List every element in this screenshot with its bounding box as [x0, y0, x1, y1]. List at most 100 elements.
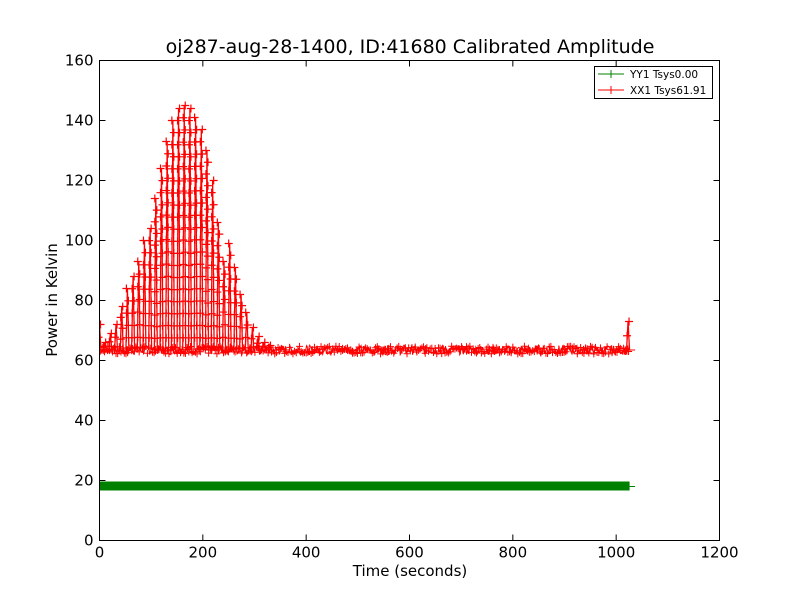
- xx1-point: [181, 150, 190, 159]
- xx1-point: [135, 270, 144, 279]
- xx1-point: [101, 338, 110, 347]
- xx1-point: [585, 349, 593, 357]
- xx1-point: [620, 344, 628, 352]
- xx1-point: [162, 260, 171, 269]
- xx1-point: [158, 200, 167, 209]
- xx1-point: [201, 310, 210, 319]
- xx1-point: [453, 344, 461, 352]
- xx1-point: [145, 260, 154, 269]
- xx1-point: [238, 323, 247, 332]
- xx1-point: [162, 211, 171, 220]
- xx1-point: [120, 349, 128, 357]
- xx1-point: [272, 349, 280, 357]
- xx1-point: [363, 345, 371, 353]
- xx1-point: [215, 322, 224, 331]
- xx1-point: [375, 345, 383, 353]
- xx1-point: [122, 350, 130, 358]
- xx1-point: [406, 347, 414, 355]
- xx1-scan: [244, 312, 249, 351]
- xx1-scan: [227, 243, 232, 351]
- x-tick-label: 800: [499, 544, 528, 562]
- legend-label-yy1: YY1 Tsys0.00: [629, 69, 698, 81]
- xx1-point: [184, 237, 193, 246]
- xx1-point: [135, 348, 143, 356]
- xx1-point: [238, 301, 247, 310]
- xx1-point: [213, 241, 222, 250]
- y-tick-label: 120: [65, 172, 94, 190]
- xx1-point: [562, 348, 570, 356]
- xx1-point: [156, 237, 165, 246]
- xx1-point: [152, 229, 161, 238]
- xx1-point: [173, 164, 182, 173]
- xx1-point: [173, 261, 182, 270]
- y-tick-label: 0: [84, 532, 94, 550]
- xx1-point: [128, 309, 137, 318]
- xx1-point: [209, 176, 218, 185]
- xx1-point: [99, 336, 103, 338]
- xx1-point: [492, 344, 500, 352]
- xx1-point: [184, 140, 193, 149]
- xx1-point: [179, 284, 188, 293]
- xx1-point: [191, 348, 199, 356]
- xx1-point: [173, 237, 182, 246]
- xx1-point: [224, 239, 233, 248]
- xx1-point: [175, 152, 184, 161]
- xx1-point: [506, 348, 514, 356]
- xx1-point: [390, 349, 398, 357]
- xx1-point: [203, 342, 211, 350]
- xx1-point: [152, 276, 161, 285]
- y-axis-label: Power in Kelvin: [43, 243, 61, 357]
- xx1-point: [107, 329, 116, 338]
- xx1-point: [209, 273, 218, 282]
- y-tick-label: 20: [74, 472, 93, 490]
- xx1-point: [132, 343, 140, 351]
- xx1-point: [213, 218, 222, 227]
- xx1-point: [266, 341, 275, 350]
- xx1-point: [529, 347, 537, 355]
- xx1-point: [175, 128, 184, 137]
- xx1-point: [547, 342, 555, 350]
- xx1-point: [211, 346, 219, 354]
- xx1-point: [173, 116, 182, 125]
- xx1-point: [292, 349, 300, 357]
- xx1-point: [247, 334, 256, 343]
- xx1-point: [198, 199, 207, 207]
- xx1-point: [203, 275, 212, 284]
- xx1-point: [198, 272, 207, 281]
- xx1-point: [550, 345, 558, 353]
- xx1-point: [429, 349, 437, 357]
- x-axis-label: Time (seconds): [352, 562, 468, 580]
- xx1-point: [444, 349, 452, 357]
- xx1-point: [162, 186, 171, 195]
- legend: YY1 Tsys0.00 XX1 Tsys61.91: [594, 66, 713, 99]
- xx1-point: [342, 344, 350, 352]
- xx1-point: [186, 225, 195, 234]
- xx1-point: [413, 348, 421, 356]
- xx1-point: [179, 260, 188, 269]
- xx1-point: [512, 347, 520, 355]
- xx1-point: [195, 345, 203, 353]
- xx1-point: [158, 273, 167, 282]
- xx1-point: [196, 211, 205, 220]
- xx1-point: [158, 176, 167, 185]
- xx1-point: [186, 152, 195, 161]
- xx1-point: [205, 349, 213, 357]
- xx1-point: [207, 188, 216, 197]
- xx1-point: [181, 223, 190, 232]
- xx1-point: [468, 348, 475, 356]
- xx1-point: [133, 308, 142, 317]
- xx1-point: [184, 189, 193, 198]
- xx1-point: [150, 194, 159, 203]
- xx1-point: [135, 295, 144, 304]
- xx1-point: [625, 348, 633, 356]
- xx1-point: [186, 297, 195, 306]
- y-tick-label: 60: [74, 352, 93, 370]
- xx1-point: [213, 311, 222, 320]
- xx1-point: [184, 285, 193, 294]
- x-tick-label: 600: [395, 544, 424, 562]
- xx1-point: [207, 237, 216, 246]
- xx1-point: [181, 248, 190, 257]
- xx1-point: [117, 348, 125, 356]
- xx1-point: [118, 302, 127, 311]
- xx1-point: [260, 338, 269, 347]
